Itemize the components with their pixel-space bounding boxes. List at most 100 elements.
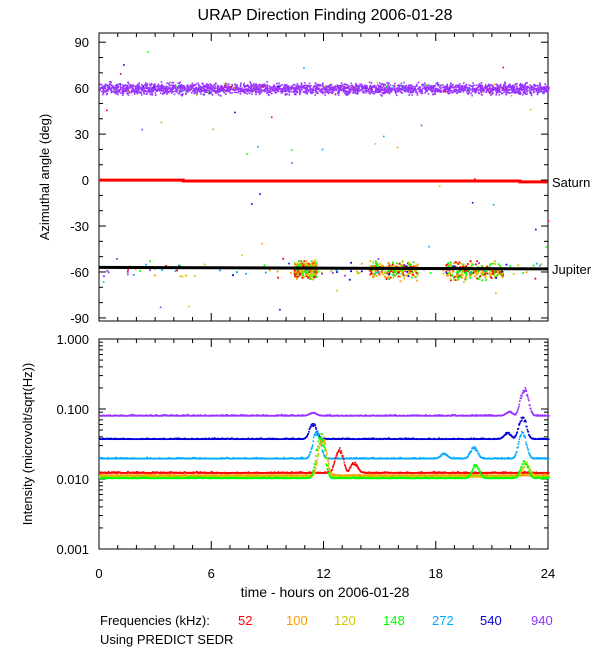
jupiter-cluster-point [315, 268, 318, 271]
main-band-point [116, 91, 118, 94]
main-band-point [420, 89, 423, 91]
jupiter-cluster-point [476, 277, 479, 280]
main-band-point [234, 86, 236, 89]
main-band-point [159, 92, 162, 95]
main-band-point [416, 92, 419, 95]
main-band-point [478, 83, 481, 85]
intensity-point [484, 413, 486, 416]
intensity-point [517, 407, 520, 409]
main-band-point [322, 91, 325, 93]
main-band-point [216, 87, 218, 90]
jupiter-cluster-point [408, 264, 411, 267]
outlier-point [160, 121, 163, 124]
main-band-point [430, 85, 433, 87]
main-band-point [295, 93, 297, 96]
main-band-point [369, 84, 372, 87]
main-band-point [164, 88, 167, 91]
jupiter-cluster-point [384, 271, 387, 273]
main-band-point [401, 88, 403, 91]
main-band-point [199, 85, 202, 88]
main-band-point [497, 88, 500, 91]
jupiter-cluster-point [416, 272, 419, 274]
jupiter-cluster-point [378, 274, 381, 277]
main-band-point [252, 82, 255, 85]
main-band-point [543, 89, 546, 91]
main-band-point [221, 89, 223, 92]
outlier-point [482, 91, 485, 93]
main-band-point [161, 83, 163, 86]
main-band-point [365, 87, 367, 90]
main-band-point [385, 89, 388, 92]
main-band-point [163, 85, 165, 88]
main-band-point [246, 89, 248, 91]
main-band-point [316, 91, 318, 93]
main-band-point [518, 84, 521, 87]
main-band-point [482, 89, 485, 92]
main-band-point [445, 88, 448, 91]
main-band-point [443, 90, 445, 93]
main-band-point [532, 86, 535, 89]
intensity-point [204, 438, 206, 441]
jupiter-cluster-point [377, 272, 379, 275]
main-band-point [235, 85, 238, 88]
intensity-point [230, 438, 232, 441]
main-band-point [336, 87, 339, 89]
main-band-point [329, 86, 331, 88]
main-band-point [403, 87, 406, 89]
jupiter-cluster-point [314, 260, 317, 263]
main-band-point [233, 87, 236, 90]
main-band-point [524, 88, 526, 91]
main-band-point [119, 86, 122, 88]
main-band-point [124, 90, 127, 92]
main-band-point [118, 90, 121, 92]
sparse-point [532, 264, 535, 267]
sparse-point [505, 263, 508, 266]
main-band-point [410, 89, 413, 92]
main-band-point [363, 87, 366, 89]
jupiter-cluster-point [453, 262, 456, 265]
main-band-point [383, 91, 385, 94]
main-band-point [138, 91, 141, 93]
jupiter-cluster-point [386, 273, 389, 276]
jupiter-cluster-point [475, 263, 477, 266]
main-band-point [529, 87, 531, 89]
main-band-point [266, 84, 269, 86]
main-band-point [186, 90, 189, 92]
main-band-point [239, 87, 242, 90]
jupiter-cluster-point [498, 272, 501, 275]
jupiter-cluster-point [495, 271, 497, 273]
main-band-point [300, 85, 303, 88]
sparse-point [232, 274, 234, 277]
jupiter-cluster-point [397, 275, 400, 278]
main-band-point [270, 87, 272, 90]
main-band-point [544, 83, 547, 85]
main-band-point [523, 87, 526, 89]
outlier-point [159, 306, 162, 309]
main-band-point [312, 89, 315, 92]
main-band-point [491, 85, 494, 88]
main-band-point [481, 86, 484, 89]
main-band-point [498, 88, 501, 90]
intensity-point [536, 414, 539, 417]
main-band-point [451, 91, 454, 94]
main-band-point [104, 87, 106, 89]
main-band-point [228, 87, 230, 89]
main-band-point [467, 93, 470, 95]
main-band-point [140, 83, 143, 86]
main-band-point [330, 83, 333, 86]
main-band-point [379, 88, 382, 91]
main-band-point [377, 86, 380, 88]
main-band-point [228, 89, 231, 91]
jupiter-cluster-point [465, 271, 467, 273]
jupiter-cluster-point [445, 264, 448, 267]
main-band-point [359, 83, 361, 86]
main-band-point [145, 82, 147, 84]
jupiter-cluster-point [474, 275, 476, 278]
jupiter-cluster-point [370, 272, 373, 275]
main-band-point [116, 83, 119, 86]
jupiter-cluster-point [450, 279, 452, 282]
main-band-point [537, 84, 539, 87]
main-band-point [497, 87, 499, 89]
jupiter-cluster-point [297, 272, 300, 275]
jupiter-cluster-point [372, 265, 375, 267]
